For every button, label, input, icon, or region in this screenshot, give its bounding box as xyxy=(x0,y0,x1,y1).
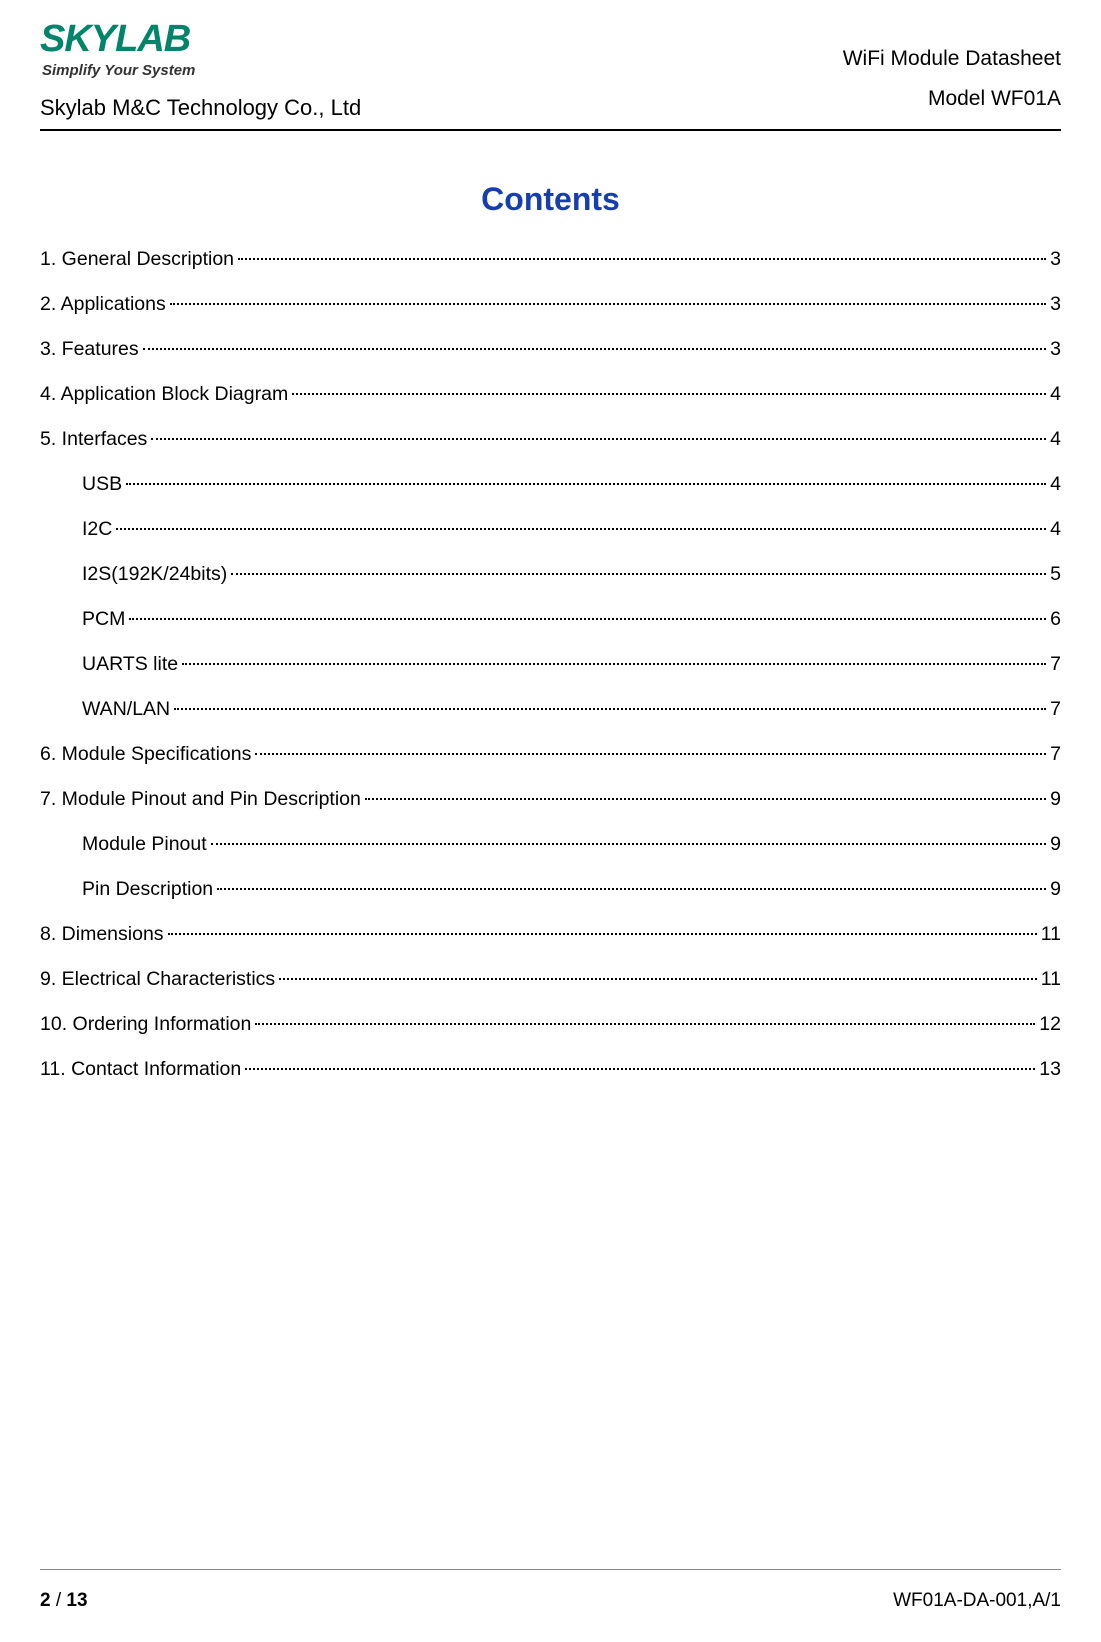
toc-item[interactable]: USB 4 xyxy=(40,473,1061,496)
toc-label: 1. General Description xyxy=(40,248,236,271)
toc-label: 9. Electrical Characteristics xyxy=(40,968,277,991)
page-sep: / xyxy=(51,1590,67,1611)
toc-page: 12 xyxy=(1037,1013,1061,1036)
toc-item[interactable]: WAN/LAN 7 xyxy=(40,698,1061,721)
toc-leader-dots xyxy=(231,573,1046,575)
toc-page: 13 xyxy=(1037,1058,1061,1081)
toc-item[interactable]: 1. General Description 3 xyxy=(40,248,1061,271)
toc-label: WAN/LAN xyxy=(82,698,172,721)
toc-page: 7 xyxy=(1048,698,1061,721)
toc-label: Pin Description xyxy=(82,878,215,901)
toc-leader-dots xyxy=(129,618,1046,620)
toc-item[interactable]: 7. Module Pinout and Pin Description 9 xyxy=(40,788,1061,811)
toc-label: 11. Contact Information xyxy=(40,1058,243,1081)
toc-page: 6 xyxy=(1048,608,1061,631)
toc-leader-dots xyxy=(151,438,1046,440)
toc-leader-dots xyxy=(170,303,1046,305)
header: SKYLAB Simplify Your System Skylab M&C T… xyxy=(40,20,1061,131)
toc-page: 11 xyxy=(1039,968,1061,991)
toc-leader-dots xyxy=(182,663,1046,665)
toc-item[interactable]: PCM 6 xyxy=(40,608,1061,631)
toc-leader-dots xyxy=(255,1023,1035,1025)
toc-item[interactable]: 3. Features 3 xyxy=(40,338,1061,361)
toc-label: PCM xyxy=(82,608,127,631)
page-number: 2 / 13 xyxy=(40,1590,88,1612)
page-current: 2 xyxy=(40,1590,51,1611)
toc-leader-dots xyxy=(174,708,1046,710)
toc-page: 9 xyxy=(1048,878,1061,901)
toc-page: 4 xyxy=(1048,383,1061,406)
toc-leader-dots xyxy=(217,888,1046,890)
toc-leader-dots xyxy=(255,753,1046,755)
logo-tagline: Simplify Your System xyxy=(42,62,361,79)
doc-reference: WF01A-DA-001,A/1 xyxy=(893,1590,1061,1612)
toc-page: 9 xyxy=(1048,833,1061,856)
toc-label: I2C xyxy=(82,518,114,541)
doc-title: WiFi Module Datasheet xyxy=(843,39,1061,79)
toc-item[interactable]: 2. Applications 3 xyxy=(40,293,1061,316)
toc-item[interactable]: 6. Module Specifications 7 xyxy=(40,743,1061,766)
toc-leader-dots xyxy=(116,528,1046,530)
toc-page: 3 xyxy=(1048,293,1061,316)
toc-label: 5. Interfaces xyxy=(40,428,149,451)
toc-page: 7 xyxy=(1048,743,1061,766)
toc-item[interactable]: 10. Ordering Information 12 xyxy=(40,1013,1061,1036)
toc-leader-dots xyxy=(211,843,1046,845)
toc-item[interactable]: I2C 4 xyxy=(40,518,1061,541)
toc-leader-dots xyxy=(238,258,1046,260)
toc-leader-dots xyxy=(245,1068,1035,1070)
logo-block: SKYLAB Simplify Your System Skylab M&C T… xyxy=(40,20,361,121)
toc-leader-dots xyxy=(292,393,1046,395)
toc-leader-dots xyxy=(126,483,1046,485)
table-of-contents: 1. General Description32. Applications33… xyxy=(40,248,1061,1081)
toc-leader-dots xyxy=(279,978,1037,980)
toc-item[interactable]: 9. Electrical Characteristics 11 xyxy=(40,968,1061,991)
toc-label: 2. Applications xyxy=(40,293,168,316)
toc-label: 10. Ordering Information xyxy=(40,1013,253,1036)
toc-item[interactable]: Module Pinout 9 xyxy=(40,833,1061,856)
toc-label: Module Pinout xyxy=(82,833,209,856)
toc-page: 4 xyxy=(1048,473,1061,496)
toc-item[interactable]: UARTS lite 7 xyxy=(40,653,1061,676)
company-name: Skylab M&C Technology Co., Ltd xyxy=(40,95,361,121)
toc-page: 5 xyxy=(1048,563,1061,586)
toc-leader-dots xyxy=(143,348,1047,350)
toc-item[interactable]: 5. Interfaces 4 xyxy=(40,428,1061,451)
toc-leader-dots xyxy=(168,933,1037,935)
toc-label: 7. Module Pinout and Pin Description xyxy=(40,788,363,811)
toc-item[interactable]: Pin Description 9 xyxy=(40,878,1061,901)
toc-item[interactable]: 4. Application Block Diagram 4 xyxy=(40,383,1061,406)
toc-page: 4 xyxy=(1048,518,1061,541)
toc-label: 4. Application Block Diagram xyxy=(40,383,290,406)
footer: 2 / 13 WF01A-DA-001,A/1 xyxy=(40,1569,1061,1612)
toc-page: 9 xyxy=(1048,788,1061,811)
doc-model: Model WF01A xyxy=(843,79,1061,119)
logo-text: SKYLAB xyxy=(40,20,361,58)
toc-label: USB xyxy=(82,473,124,496)
toc-page: 11 xyxy=(1039,923,1061,946)
toc-label: 6. Module Specifications xyxy=(40,743,253,766)
toc-page: 7 xyxy=(1048,653,1061,676)
toc-label: UARTS lite xyxy=(82,653,180,676)
toc-page: 4 xyxy=(1048,428,1061,451)
toc-item[interactable]: 11. Contact Information 13 xyxy=(40,1058,1061,1081)
toc-item[interactable]: 8. Dimensions 11 xyxy=(40,923,1061,946)
toc-label: I2S(192K/24bits) xyxy=(82,563,229,586)
page-total: 13 xyxy=(66,1590,87,1611)
toc-page: 3 xyxy=(1048,248,1061,271)
toc-page: 3 xyxy=(1048,338,1061,361)
toc-label: 3. Features xyxy=(40,338,141,361)
toc-item[interactable]: I2S(192K/24bits) 5 xyxy=(40,563,1061,586)
toc-label: 8. Dimensions xyxy=(40,923,166,946)
contents-heading: Contents xyxy=(40,181,1061,218)
doc-info: WiFi Module Datasheet Model WF01A xyxy=(843,39,1061,121)
toc-leader-dots xyxy=(365,798,1046,800)
